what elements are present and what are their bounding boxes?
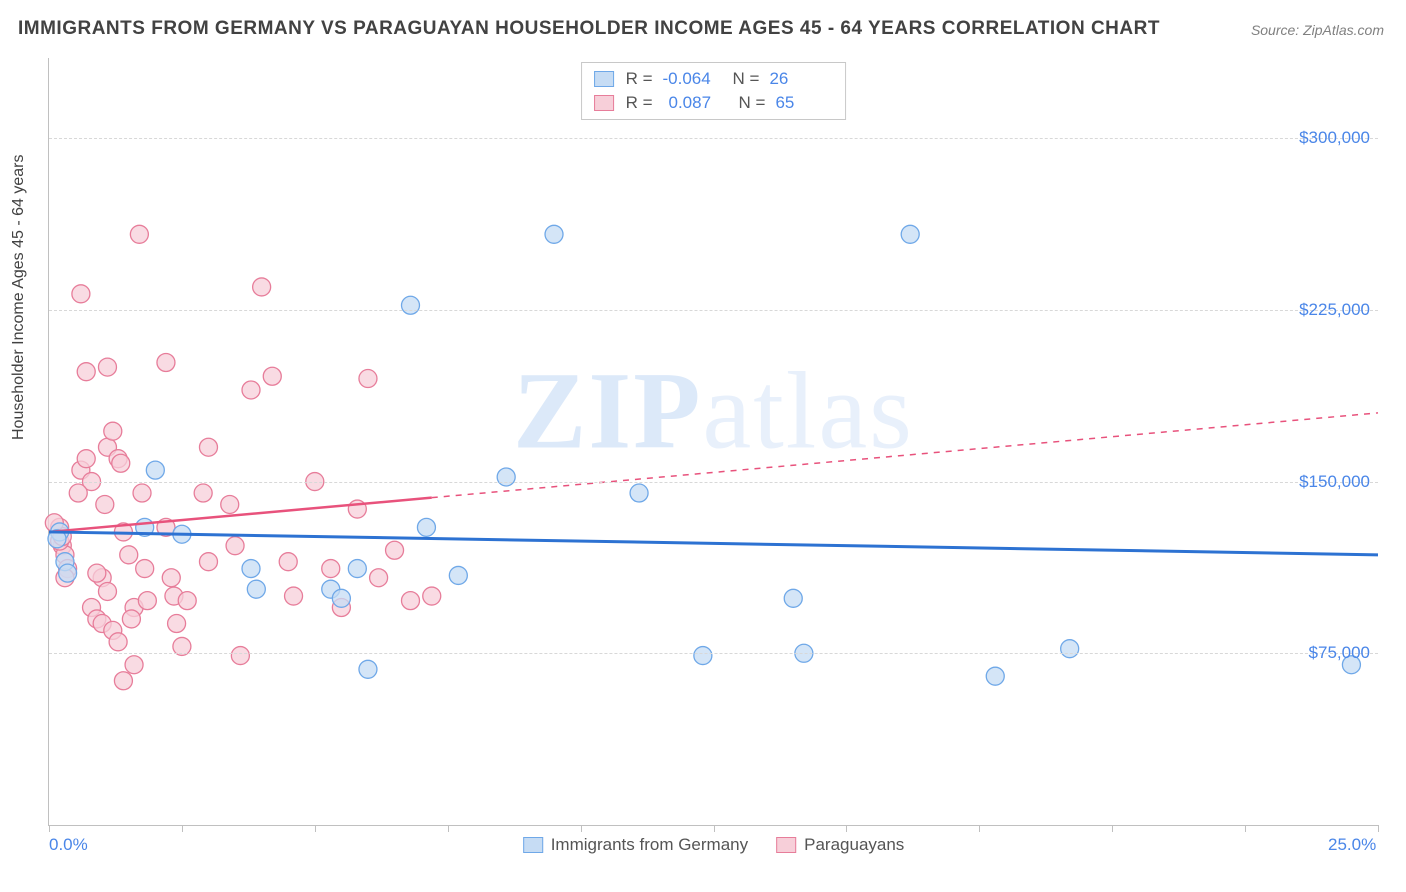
plot-area: ZIPatlas R =-0.064 N =26 R =0.087 N =65 … <box>48 58 1378 826</box>
y-axis-label: Householder Income Ages 45 - 64 years <box>10 155 28 441</box>
x-tick <box>846 825 847 832</box>
x-axis-label: 25.0% <box>1328 835 1376 855</box>
legend-row-paraguay: R =0.087 N =65 <box>594 91 834 115</box>
x-tick <box>1112 825 1113 832</box>
legend-stats: R =-0.064 N =26 R =0.087 N =65 <box>581 62 847 120</box>
y-tick-label: $225,000 <box>1299 300 1370 320</box>
y-tick-label: $300,000 <box>1299 128 1370 148</box>
gridline <box>49 310 1378 311</box>
swatch-icon <box>523 837 543 853</box>
x-tick <box>1245 825 1246 832</box>
legend-item-germany: Immigrants from Germany <box>523 835 748 855</box>
x-tick <box>1378 825 1379 832</box>
legend-series: Immigrants from Germany Paraguayans <box>523 835 905 855</box>
x-tick <box>714 825 715 832</box>
legend-row-germany: R =-0.064 N =26 <box>594 67 834 91</box>
x-tick <box>49 825 50 832</box>
y-tick-label: $75,000 <box>1309 643 1370 663</box>
gridline <box>49 653 1378 654</box>
chart-title: IMMIGRANTS FROM GERMANY VS PARAGUAYAN HO… <box>18 18 1160 40</box>
legend-label: Paraguayans <box>804 835 904 855</box>
x-tick <box>979 825 980 832</box>
x-tick <box>448 825 449 832</box>
legend-label: Immigrants from Germany <box>551 835 748 855</box>
chart-svg <box>49 58 1378 825</box>
x-tick <box>581 825 582 832</box>
x-tick <box>315 825 316 832</box>
swatch-icon <box>776 837 796 853</box>
source-label: Source: ZipAtlas.com <box>1251 22 1384 38</box>
legend-item-paraguay: Paraguayans <box>776 835 904 855</box>
gridline <box>49 482 1378 483</box>
y-tick-label: $150,000 <box>1299 472 1370 492</box>
x-axis-label: 0.0% <box>49 835 88 855</box>
gridline <box>49 138 1378 139</box>
swatch-paraguay <box>594 95 614 111</box>
x-tick <box>182 825 183 832</box>
swatch-germany <box>594 71 614 87</box>
